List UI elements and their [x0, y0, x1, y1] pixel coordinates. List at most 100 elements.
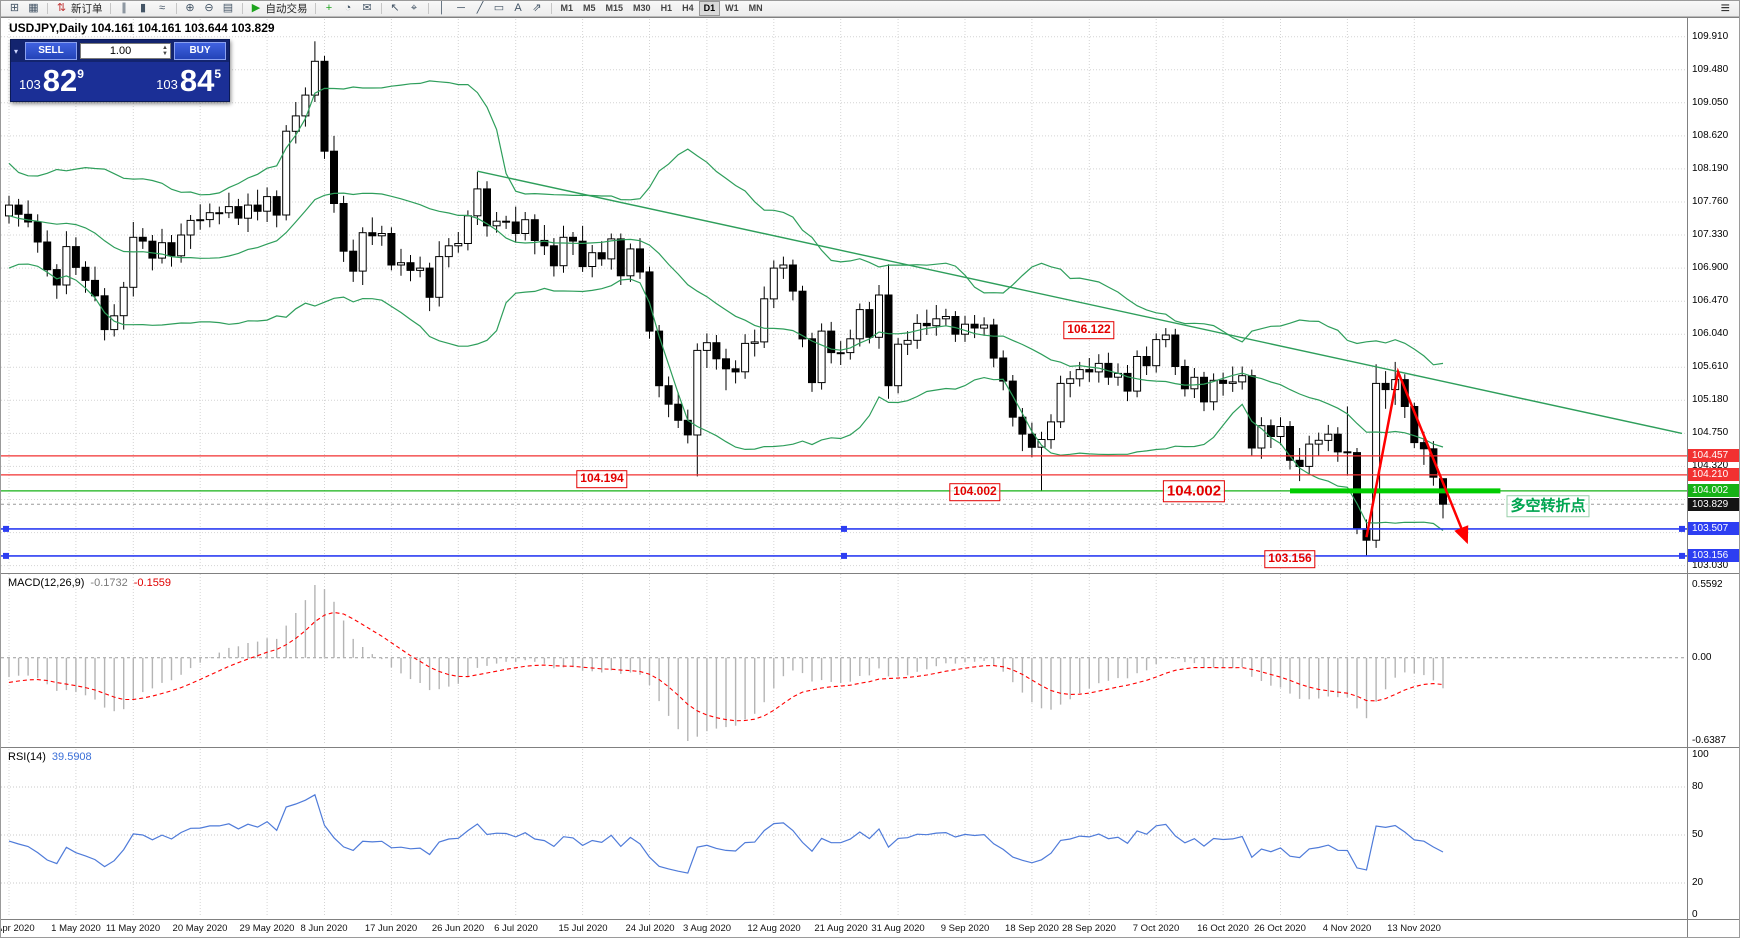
zoom-out-icon[interactable]: ⊖ — [200, 2, 219, 16]
spinner-down-icon[interactable]: ▼ — [162, 51, 168, 57]
price-axis[interactable] — [1687, 17, 1739, 937]
cursor-icon: ↖ — [390, 2, 400, 14]
main-toolbar: ⊞ ▦ ⇅ 新订单 ∥ ▮ ≈ ⊕ ⊖ ▤ ▶ 自动交易 + ◔ ✉ ↖ ⌖ │ ─ ╱ ▭ A ⇗ M1 M5 M15 M30 H1… — [1, 1, 1739, 17]
toolbar-separator — [109, 3, 111, 14]
sell-button[interactable]: SELL — [25, 42, 77, 60]
channel-icon[interactable]: ▭ — [490, 2, 509, 16]
autotrading-button[interactable]: ▶ 自动交易 — [247, 2, 311, 16]
sell-price-big: 82 — [42, 63, 78, 98]
buy-price[interactable]: 103 84 5 — [156, 65, 221, 96]
descending-trendline[interactable] — [477, 170, 1683, 435]
bar-chart-icon[interactable]: ∥ — [115, 2, 134, 16]
volume-field: ▲▼ — [80, 43, 171, 59]
macd-name: MACD(12,26,9) — [8, 577, 85, 589]
indicators-icon[interactable]: + — [320, 2, 339, 16]
zoom-in-icon: ⊕ — [185, 2, 195, 14]
macd-main-value: -0.1732 — [90, 577, 128, 589]
trade-panel-prices: 103 82 9 103 84 5 — [11, 62, 229, 101]
toolbar-separator — [380, 3, 382, 14]
timeframe-button-W1[interactable]: W1 — [725, 3, 739, 13]
buy-button[interactable]: BUY — [174, 42, 226, 60]
price-level-annotation[interactable]: 104.002 — [1162, 480, 1226, 502]
timeframe-button-H4[interactable]: H4 — [682, 3, 694, 13]
rsi-line — [8, 793, 1444, 874]
line-handle[interactable] — [841, 525, 847, 532]
macd-label: MACD(12,26,9) -0.1732 -0.1559 — [8, 577, 177, 589]
arrow-tool-icon[interactable]: ⇗ — [528, 2, 547, 16]
new-chart-icon[interactable]: ⊞ — [5, 2, 24, 16]
periods-icon: ◔ — [344, 2, 352, 14]
toolbar-more-icon[interactable]: ≡ — [1720, 0, 1730, 17]
macd-signal-line — [8, 611, 1444, 722]
toolbar-separator — [427, 3, 429, 14]
timeframe-button-M5[interactable]: M5 — [583, 3, 596, 13]
arrow-tool-icon: ⇗ — [532, 2, 542, 14]
crosshair-icon[interactable]: ⌖ — [405, 2, 424, 16]
trendline-icon[interactable]: ╱ — [471, 2, 490, 16]
price-level-annotation[interactable]: 104.002 — [949, 483, 1001, 501]
candlestick-chart-icon: ▮ — [139, 2, 147, 14]
sell-price-pip: 9 — [77, 67, 84, 81]
periods-icon[interactable]: ◔ — [339, 2, 358, 16]
timeframe-button-H1[interactable]: H1 — [660, 3, 673, 13]
line-chart-icon: ≈ — [158, 2, 166, 14]
turning-point-annotation[interactable]: 多空转折点 — [1506, 495, 1590, 517]
trendline-icon: ╱ — [476, 2, 484, 14]
price-level-annotation[interactable]: 103.156 — [1264, 550, 1316, 568]
mail-icon[interactable]: ✉ — [358, 2, 377, 16]
timeframe-button-MN[interactable]: MN — [748, 3, 763, 13]
timeframe-button-M15[interactable]: M15 — [605, 3, 624, 13]
toolbar-separator — [241, 3, 243, 14]
profiles-icon[interactable]: ▦ — [24, 2, 43, 16]
horizontal-line-icon[interactable]: ─ — [452, 2, 471, 16]
price-path-arrow[interactable] — [1365, 367, 1469, 545]
new-order-icon: ⇅ — [56, 2, 67, 14]
timeframe-button-M1[interactable]: M1 — [560, 3, 574, 13]
volume-spinner[interactable]: ▲ ▼ — [160, 45, 170, 57]
autotrading-icon: ▶ — [251, 2, 261, 14]
vertical-line-icon[interactable]: │ — [433, 2, 452, 16]
bar-chart-icon: ∥ — [121, 2, 127, 14]
trade-panel-collapse-icon[interactable]: ▾ — [14, 46, 19, 56]
line-chart-icon[interactable]: ≈ — [153, 2, 172, 16]
macd-histogram — [8, 585, 1444, 741]
line-handle[interactable] — [3, 525, 9, 532]
grid — [1, 19, 1687, 917]
one-click-trading-panel: ▾ SELL ▲▼ BUY 103 82 9 103 84 5 — [10, 39, 230, 102]
text-label-icon[interactable]: A — [509, 2, 528, 16]
spinner-up-icon[interactable]: ▲ — [162, 45, 168, 51]
volume-input[interactable] — [81, 44, 161, 58]
trade-panel-header: ▾ SELL ▲▼ BUY — [11, 40, 229, 62]
price-level-annotation[interactable]: 104.194 — [576, 470, 628, 488]
toolbar-separator — [47, 3, 48, 14]
line-handle[interactable] — [1679, 525, 1685, 532]
new-order-button[interactable]: ⇅ 新订单 — [52, 2, 106, 16]
autotrading-button-label: 自动交易 — [265, 3, 308, 15]
toolbar-separator — [550, 3, 552, 14]
line-handle[interactable] — [1679, 552, 1685, 559]
timeframe-button-M30[interactable]: M30 — [633, 3, 651, 13]
indicators-icon: + — [325, 2, 333, 14]
tile-windows-icon[interactable]: ▤ — [219, 2, 238, 16]
zoom-out-icon: ⊖ — [204, 2, 214, 14]
macd-signal-value: -0.1559 — [133, 577, 172, 589]
zoom-in-icon[interactable]: ⊕ — [181, 2, 200, 16]
horizontal-line-icon: ─ — [457, 2, 465, 14]
price-level-annotation[interactable]: 106.122 — [1063, 321, 1115, 339]
toolbar-separator — [175, 3, 177, 14]
buy-price-figure: 103 — [156, 77, 178, 92]
timeframe-button-D1[interactable]: D1 — [698, 1, 721, 16]
candlestick-chart-icon[interactable]: ▮ — [134, 2, 153, 16]
line-handle[interactable] — [3, 552, 9, 559]
bollinger-bands — [8, 80, 1444, 531]
rsi-label: RSI(14) 39.5908 — [8, 751, 98, 763]
new-order-button-label: 新订单 — [71, 3, 103, 15]
rsi-name: RSI(14) — [8, 751, 46, 763]
sell-price[interactable]: 103 82 9 — [19, 65, 84, 96]
line-handle[interactable] — [841, 552, 847, 559]
vertical-line-icon: │ — [438, 2, 446, 14]
chart-title: USDJPY,Daily 104.161 104.161 103.644 103… — [9, 21, 275, 35]
cursor-icon[interactable]: ↖ — [386, 2, 405, 16]
